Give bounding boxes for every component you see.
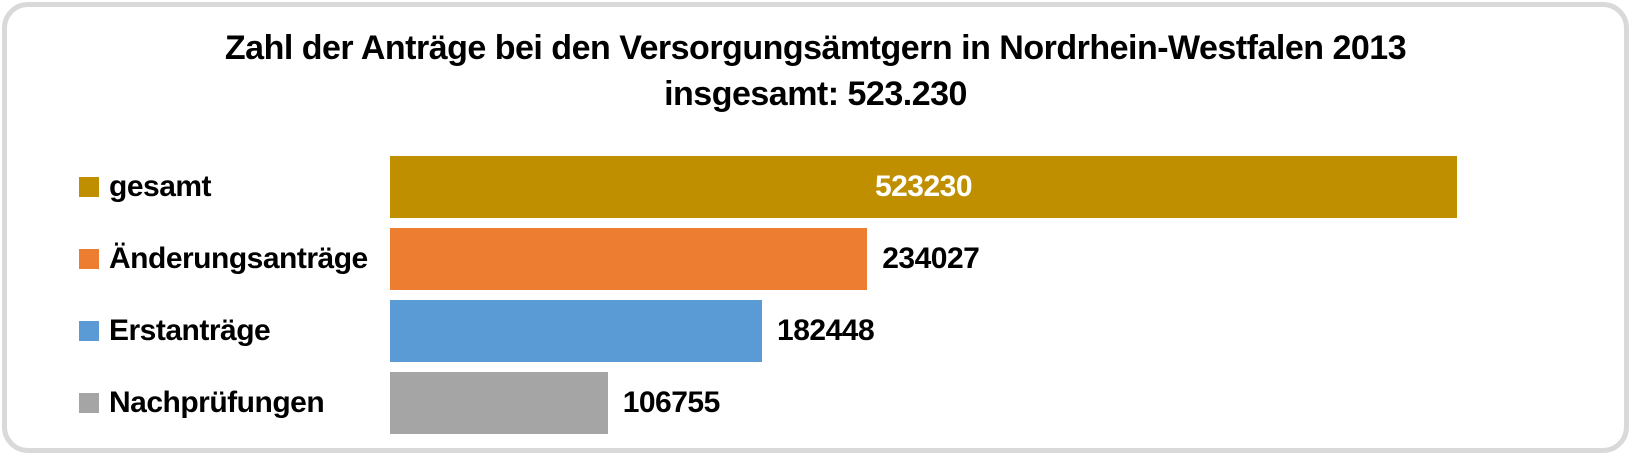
- bar-row-erstantraege: Erstanträge 182448: [7, 300, 1624, 362]
- category-label-group-aenderungsantraege: Änderungsanträge: [7, 242, 390, 276]
- category-label-gesamt: gesamt: [109, 170, 212, 203]
- category-label-nachpruefungen: Nachprüfungen: [109, 386, 325, 419]
- bar-erstantraege: [390, 300, 763, 362]
- bar-track-gesamt: 523230: [390, 156, 1457, 218]
- value-label-erstantraege: 182448: [777, 314, 875, 347]
- value-label-gesamt: 523230: [874, 170, 973, 203]
- category-label-group-gesamt: gesamt: [7, 170, 390, 204]
- bar-nachpruefungen: [390, 372, 608, 434]
- value-label-aenderungsantraege: 234027: [882, 242, 980, 275]
- bar-chart-plot-area: gesamt 523230 Änderungsanträge 234027: [7, 156, 1624, 444]
- category-label-aenderungsantraege: Änderungsanträge: [109, 242, 368, 275]
- bar-row-nachpruefungen: Nachprüfungen 106755: [7, 372, 1624, 434]
- category-label-group-erstantraege: Erstanträge: [7, 314, 390, 348]
- chart-title-line2: insgesamt: 523.230: [664, 75, 967, 113]
- chart-title: Zahl der Anträge bei den Versorgungsämtg…: [7, 25, 1624, 117]
- legend-swatch-nachpruefungen: [79, 393, 99, 413]
- legend-swatch-aenderungsantraege: [79, 249, 99, 269]
- chart-title-line1: Zahl der Anträge bei den Versorgungsämtg…: [224, 29, 1407, 67]
- legend-swatch-gesamt: [79, 177, 99, 197]
- bar-aenderungsantraege: [390, 228, 868, 290]
- bar-track-nachpruefungen: 106755: [390, 372, 1457, 434]
- bar-row-gesamt: gesamt 523230: [7, 156, 1624, 218]
- category-label-erstantraege: Erstanträge: [109, 314, 271, 347]
- value-label-nachpruefungen: 106755: [622, 386, 721, 419]
- bar-track-erstantraege: 182448: [390, 300, 1457, 362]
- bar-track-aenderungsantraege: 234027: [390, 228, 1457, 290]
- bar-row-aenderungsantraege: Änderungsanträge 234027: [7, 228, 1624, 290]
- category-label-group-nachpruefungen: Nachprüfungen: [7, 386, 390, 420]
- bar-gesamt: [390, 156, 1457, 218]
- legend-swatch-erstantraege: [79, 321, 99, 341]
